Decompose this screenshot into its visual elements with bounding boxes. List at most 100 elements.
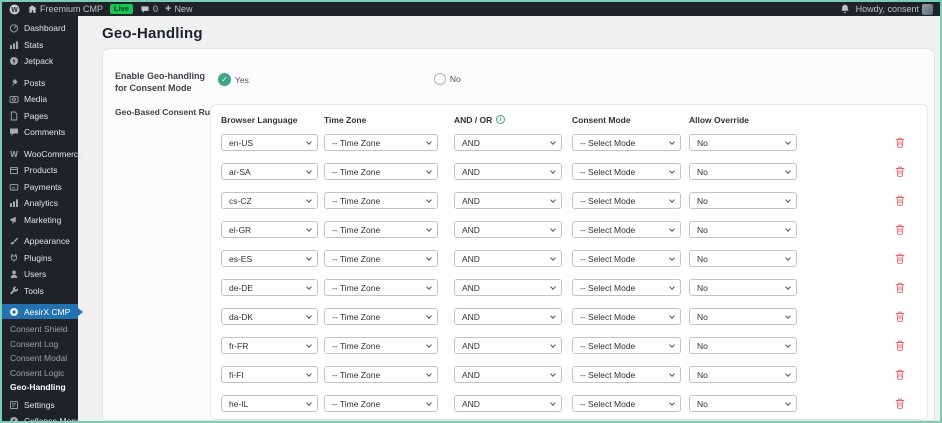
consent-mode-select[interactable]: -- Select Mode [572,221,681,238]
and-or-select[interactable]: AND [454,250,562,267]
and-or-select[interactable]: AND [454,308,562,325]
browser-language-select[interactable]: es-ES [221,250,318,267]
and-or-select[interactable]: AND [454,395,562,412]
allow-override-select[interactable]: No [689,366,797,383]
no-radio-group[interactable]: No [433,73,461,85]
browser-language-select[interactable]: en-US [221,134,318,151]
comments-admin-item[interactable]: 0 [140,4,158,14]
time-zone-select[interactable]: -- Time Zone [324,221,438,238]
delete-row-button[interactable] [895,311,905,322]
consent-mode-select[interactable]: -- Select Mode [572,192,681,209]
delete-row-button[interactable] [895,398,905,409]
sidebar-item-products[interactable]: Products [2,162,78,179]
and-or-select[interactable]: AND [454,337,562,354]
browser-language-select[interactable]: fi-FI [221,366,318,383]
browser-language-select[interactable]: de-DE [221,279,318,296]
browser-language-select[interactable]: da-DK [221,308,318,325]
yes-radio-checked[interactable]: ✓ [218,73,231,86]
delete-row-button[interactable] [895,224,905,235]
sidebar-item-pages[interactable]: Pages [2,108,78,125]
and-or-select[interactable]: AND [454,163,562,180]
and-or-select[interactable]: AND [454,366,562,383]
submenu-item-consent-log[interactable]: Consent Log [10,338,59,349]
and-or-select[interactable]: AND [454,134,562,151]
time-zone-select[interactable]: -- Time Zone [324,308,438,325]
delete-row-button[interactable] [895,166,905,177]
submenu-item-consent-logic[interactable]: Consent Logic [10,367,65,378]
sidebar-item-posts[interactable]: Posts [2,75,78,92]
delete-row-button[interactable] [895,340,905,351]
sidebar-item-woocommerce[interactable]: W WooCommerce [2,146,83,163]
time-zone-select[interactable]: -- Time Zone [324,192,438,209]
sidebar-item-jetpack[interactable]: Jetpack [2,53,78,70]
wordpress-logo-icon[interactable]: W [9,4,20,15]
sidebar-item-stats[interactable]: Stats [2,37,78,54]
sidebar-item-aesirx-cmp[interactable]: AesirX CMP [2,304,83,319]
delete-row-button[interactable] [895,137,905,148]
browser-language-select[interactable]: he-IL [221,395,318,412]
info-icon[interactable]: i [496,115,506,124]
allow-override-select[interactable]: No [689,279,797,296]
allow-override-select[interactable]: No [689,134,797,151]
and-or-select[interactable]: AND [454,192,562,209]
allow-override-select[interactable]: No [689,192,797,209]
sidebar-item-plugins[interactable]: Plugins [2,250,78,267]
sidebar-item-media[interactable]: Media [2,91,78,108]
and-or-select[interactable]: AND [454,279,562,296]
time-zone-select[interactable]: -- Time Zone [324,366,438,383]
and-or-select[interactable]: AND [454,221,562,238]
time-zone-select[interactable]: -- Time Zone [324,337,438,354]
consent-mode-select[interactable]: -- Select Mode [572,163,681,180]
browser-language-select[interactable]: el-GR [221,221,318,238]
sidebar-item-label: Plugins [24,252,52,263]
consent-mode-select[interactable]: -- Select Mode [572,308,681,325]
allow-override-select[interactable]: No [689,163,797,180]
time-zone-select[interactable]: -- Time Zone [324,163,438,180]
sidebar-item-payments[interactable]: Payments [2,179,78,196]
browser-language-select[interactable]: cs-CZ [221,192,318,209]
sidebar-item-marketing[interactable]: Marketing [2,212,78,229]
sidebar-item-comments[interactable]: Comments [2,124,78,141]
allow-override-select[interactable]: No [689,337,797,354]
consent-mode-select[interactable]: -- Select Mode [572,134,681,151]
delete-row-button[interactable] [895,282,905,293]
time-zone-select[interactable]: -- Time Zone [324,134,438,151]
allow-override-select[interactable]: No [689,308,797,325]
chevron-down-icon [785,370,791,377]
time-zone-select[interactable]: -- Time Zone [324,279,438,296]
new-content-button[interactable]: + New [165,4,192,15]
sidebar-item-label: Analytics [24,198,59,209]
site-link[interactable]: Freemium CMP [27,4,103,14]
consent-mode-select[interactable]: -- Select Mode [572,337,681,354]
browser-language-select[interactable]: ar-SA [221,163,318,180]
allow-override-select[interactable]: No [689,221,797,238]
allow-override-select[interactable]: No [689,250,797,267]
time-zone-select[interactable]: -- Time Zone [324,250,438,267]
sidebar-item-settings[interactable]: Settings [2,397,78,414]
sidebar-item-analytics[interactable]: Analytics [2,195,78,212]
select-value: No [697,224,708,235]
submenu-item-consent-shield[interactable]: Consent Shield [10,324,68,335]
submenu-item-geo-handling[interactable]: Geo-Handling [10,382,66,393]
bell-icon[interactable] [840,4,850,14]
sidebar-item-tools[interactable]: Tools [2,283,78,300]
sidebar-item-collapse-menu[interactable]: Collapse Menu [2,413,81,421]
sidebar-item-appearance[interactable]: Appearance [2,233,78,250]
time-zone-select[interactable]: -- Time Zone [324,395,438,412]
delete-row-button[interactable] [895,195,905,206]
submenu-item-consent-modal[interactable]: Consent Modal [10,353,68,364]
delete-row-button[interactable] [895,369,905,380]
sidebar-item-users[interactable]: Users [2,266,78,283]
chevron-down-icon [785,283,791,290]
consent-mode-select[interactable]: -- Select Mode [572,366,681,383]
consent-mode-select[interactable]: -- Select Mode [572,250,681,267]
allow-override-select[interactable]: No [689,395,797,412]
consent-mode-select[interactable]: -- Select Mode [572,395,681,412]
delete-row-button[interactable] [895,253,905,264]
account-menu[interactable]: Howdy, consent [856,3,933,15]
yes-radio-group[interactable]: ✓ Yes [218,73,249,86]
consent-mode-select[interactable]: -- Select Mode [572,279,681,296]
sidebar-item-dashboard[interactable]: Dashboard [2,20,78,37]
browser-language-select[interactable]: fr-FR [221,337,318,354]
no-radio-unchecked[interactable] [433,73,446,85]
